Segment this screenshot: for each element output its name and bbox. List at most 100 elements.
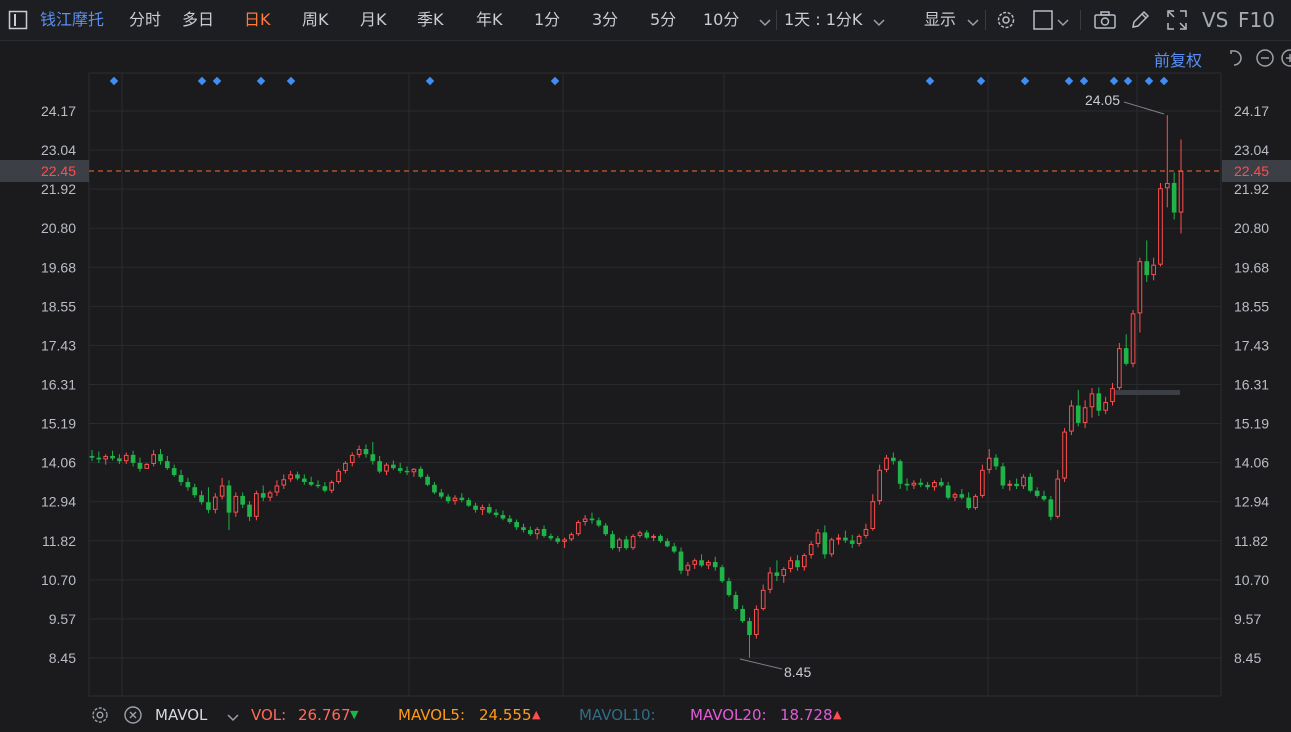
- event-marker[interactable]: [256, 76, 266, 86]
- candle: [1055, 469, 1061, 519]
- tab-multi-day[interactable]: 多日: [182, 10, 215, 29]
- indicator-chevron-icon[interactable]: [226, 709, 240, 722]
- undo-icon[interactable]: [1228, 48, 1248, 68]
- square-icon[interactable]: [1032, 9, 1054, 31]
- event-marker[interactable]: [1064, 76, 1074, 86]
- zoom-out-icon[interactable]: [1255, 48, 1275, 68]
- candle: [582, 515, 588, 526]
- display-menu[interactable]: 显示: [924, 10, 957, 29]
- tab-monthly-k[interactable]: 月K: [360, 10, 387, 29]
- gear-icon[interactable]: [90, 705, 110, 725]
- tab-3min[interactable]: 3分: [592, 10, 619, 29]
- candle-body: [411, 468, 417, 473]
- event-marker[interactable]: [1020, 76, 1030, 86]
- candle: [760, 584, 766, 611]
- tab-1min[interactable]: 1分: [534, 10, 561, 29]
- tab-quarterly-k[interactable]: 季K: [417, 10, 444, 29]
- candlestick-chart[interactable]: 22.45 22.45 24.17 23.04 21.92 20.80 19.68 18.…: [0, 41, 1291, 697]
- candle: [363, 444, 369, 458]
- candle: [281, 474, 287, 489]
- fullscreen-icon[interactable]: [1166, 9, 1188, 31]
- candle: [904, 478, 910, 491]
- candle-body: [1014, 483, 1019, 487]
- gear-icon[interactable]: [995, 9, 1017, 31]
- mavol20-trend-icon: ▲: [833, 708, 842, 721]
- event-marker[interactable]: [1079, 76, 1089, 86]
- candle: [212, 493, 218, 514]
- candle: [541, 525, 547, 538]
- tab-10min[interactable]: 10分: [703, 10, 740, 29]
- zoom-in-icon[interactable]: [1280, 48, 1291, 68]
- tab-daily-k[interactable]: 日K: [244, 10, 271, 29]
- candle: [233, 492, 239, 517]
- candle-body: [1062, 431, 1067, 479]
- event-marker[interactable]: [1144, 76, 1154, 86]
- display-chevron-icon[interactable]: [966, 14, 980, 27]
- min-price-leader: [739, 658, 783, 670]
- candle-body: [1075, 405, 1081, 423]
- event-marker[interactable]: [550, 76, 560, 86]
- vol-trend-icon: ▼: [350, 708, 359, 721]
- event-marker[interactable]: [976, 76, 986, 86]
- square-chevron-icon[interactable]: [1056, 14, 1070, 27]
- vs-compare-button[interactable]: VS: [1202, 8, 1229, 32]
- candle: [959, 488, 965, 500]
- f10-button[interactable]: F10: [1238, 8, 1275, 32]
- y-axis-left: 24.17 23.04 21.92 20.80 19.68 18.55 17.43 16.31…: [41, 103, 76, 666]
- tab-5min[interactable]: 5分: [650, 10, 677, 29]
- event-marker[interactable]: [212, 76, 222, 86]
- event-marker[interactable]: [925, 76, 935, 86]
- tab-intraday[interactable]: 分时: [129, 10, 162, 29]
- candle-body: [254, 493, 259, 517]
- candle: [1158, 182, 1163, 267]
- event-marker[interactable]: [197, 76, 207, 86]
- candle: [1144, 240, 1150, 283]
- candle-body: [123, 454, 129, 462]
- price-adjust-select[interactable]: 前复权: [1154, 51, 1203, 70]
- chevron-down-icon[interactable]: [758, 14, 772, 27]
- event-marker[interactable]: [286, 76, 296, 86]
- candle: [1171, 172, 1177, 220]
- candle-body: [685, 564, 691, 571]
- event-marker[interactable]: [109, 76, 119, 86]
- tab-yearly-k[interactable]: 年K: [476, 10, 503, 29]
- candle: [165, 455, 170, 470]
- close-icon[interactable]: [123, 705, 143, 725]
- y-tick-label-right: 11.82: [1234, 533, 1268, 549]
- candle-body: [1021, 476, 1026, 487]
- y-axis-right: 24.17 23.04 21.92 20.80 19.68 18.55 17.43 16.31…: [1234, 103, 1269, 666]
- candle: [356, 445, 362, 458]
- candle: [1096, 387, 1102, 416]
- candle-body: [760, 589, 766, 609]
- panel-toggle-icon[interactable]: [8, 10, 28, 30]
- event-marker[interactable]: [425, 76, 435, 86]
- indicator-select[interactable]: MAVOL: [155, 706, 208, 724]
- candle: [1062, 428, 1067, 483]
- candle-body: [322, 486, 328, 491]
- candle: [719, 564, 725, 583]
- candle-body: [370, 454, 376, 462]
- candle-body: [637, 532, 643, 536]
- candle: [308, 476, 314, 487]
- event-marker[interactable]: [1123, 76, 1133, 86]
- camera-icon[interactable]: [1093, 9, 1117, 31]
- candle-body: [521, 527, 526, 531]
- candle-body: [589, 518, 595, 521]
- candle: [712, 556, 718, 571]
- candle-body: [110, 455, 115, 459]
- pencil-icon[interactable]: [1129, 9, 1151, 31]
- tab-weekly-k[interactable]: 周K: [302, 10, 329, 29]
- candle-body: [1151, 264, 1156, 276]
- candle-body: [973, 495, 978, 509]
- candle: [158, 448, 163, 465]
- mavol5-label: MAVOL5:: [398, 706, 466, 724]
- event-marker[interactable]: [1109, 76, 1119, 86]
- event-marker[interactable]: [1159, 76, 1169, 86]
- candle: [226, 480, 232, 531]
- stock-name-link[interactable]: 钱江摩托: [40, 10, 105, 29]
- y-tick-label-right: 15.19: [1234, 416, 1269, 432]
- period-select[interactable]: 1天 : 1分K: [784, 10, 863, 29]
- candle-body: [1144, 261, 1150, 276]
- candle: [1178, 139, 1184, 234]
- period-chevron-icon[interactable]: [872, 14, 886, 27]
